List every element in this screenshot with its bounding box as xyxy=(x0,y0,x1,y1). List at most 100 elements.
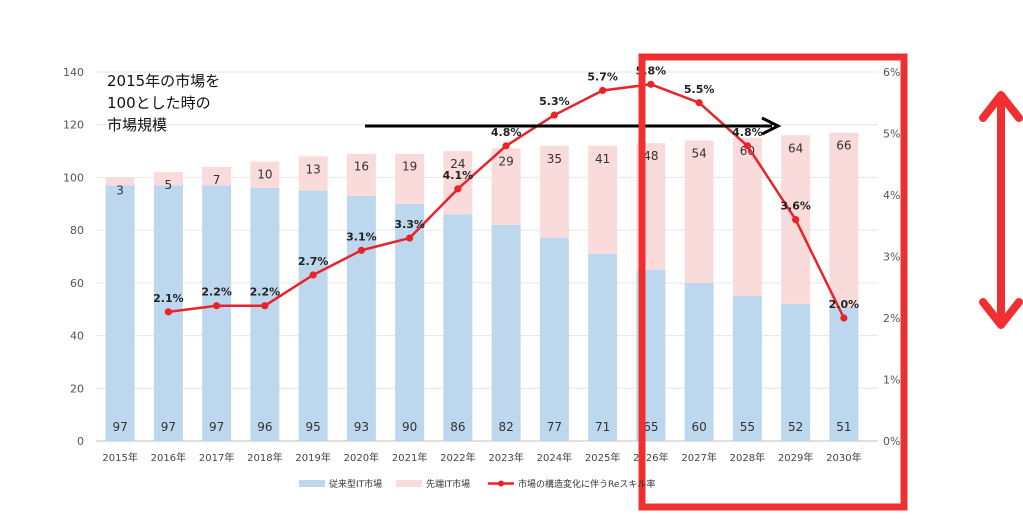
bar-advanced xyxy=(539,145,569,239)
reskill-point xyxy=(309,271,317,279)
x-tick-label: 2015年 xyxy=(102,451,137,464)
bar-advanced xyxy=(684,140,714,283)
x-tick-label: 2022年 xyxy=(440,451,475,464)
bar-label-advanced: 13 xyxy=(305,162,320,176)
legend-swatch-traditional xyxy=(299,480,325,487)
x-tick-label: 2028年 xyxy=(730,451,765,464)
bar-traditional xyxy=(202,185,232,441)
y-axis-left: 0 20 40 60 80 100 120 140 xyxy=(63,66,84,448)
reskill-point xyxy=(695,99,703,107)
bar-label-advanced: 60 xyxy=(740,144,755,158)
reskill-point xyxy=(213,302,221,310)
x-tick-label: 2024年 xyxy=(537,451,572,464)
bar-advanced xyxy=(298,156,328,191)
x-tick-label: 2018年 xyxy=(247,451,282,464)
y2-tick-label: 1% xyxy=(883,374,900,387)
right-arrow xyxy=(365,116,782,136)
legend-swatch-advanced xyxy=(396,480,422,487)
double-arrow xyxy=(979,91,1023,329)
reskill-value-label: 2.2% xyxy=(201,286,232,299)
x-tick-label: 2019年 xyxy=(295,451,330,464)
bars xyxy=(105,132,859,441)
bar-label-traditional: 71 xyxy=(595,420,610,434)
bar-label-traditional: 97 xyxy=(209,420,224,434)
bar-label-traditional: 97 xyxy=(112,420,127,434)
bar-label-advanced: 7 xyxy=(213,173,221,187)
bar-traditional xyxy=(732,296,762,441)
x-tick-label: 2027年 xyxy=(681,451,716,464)
reskill-value-label: 2.7% xyxy=(298,255,329,268)
y2-tick-label: 2% xyxy=(883,312,900,325)
bar-traditional xyxy=(781,303,811,441)
bar-advanced xyxy=(491,148,521,225)
double-arrow-top-head xyxy=(979,91,1023,122)
reskill-value-label: 3.6% xyxy=(780,200,811,213)
y-tick-label: 0 xyxy=(77,435,84,448)
bar-label-advanced: 66 xyxy=(836,139,851,153)
reskill-point xyxy=(357,246,365,254)
bar-label-advanced: 16 xyxy=(354,160,369,174)
line-labels: 2.1% 2.2% 2.2% 2.7% 3.1% 3.3% 4.1% 4.8% 5.3% 5.7%… xyxy=(153,64,859,311)
bar-advanced xyxy=(105,177,135,186)
bar-label-traditional: 60 xyxy=(691,420,706,434)
y2-tick-label: 3% xyxy=(883,251,900,264)
bar-label-traditional: 82 xyxy=(498,420,513,434)
bar-label-advanced: 24 xyxy=(450,157,465,171)
x-tick-label: 2016年 xyxy=(151,451,186,464)
bar-label-advanced: 29 xyxy=(498,154,513,168)
reskill-value-label: 2.0% xyxy=(829,298,860,311)
bar-label-advanced: 35 xyxy=(547,152,562,166)
bar-traditional xyxy=(298,190,328,441)
x-tick-label: 2025年 xyxy=(585,451,620,464)
bar-traditional xyxy=(250,187,280,441)
y-tick-label: 100 xyxy=(63,171,84,184)
bar-advanced xyxy=(443,151,473,215)
x-tick-label: 2023年 xyxy=(488,451,523,464)
bar-label-advanced: 64 xyxy=(788,141,803,155)
bar-advanced xyxy=(732,137,762,297)
annotation-line-2: 100とした時の xyxy=(107,94,211,112)
reskill-value-label: 4.8% xyxy=(732,126,763,139)
reskill-point xyxy=(550,111,558,119)
bar-label-traditional: 97 xyxy=(161,420,176,434)
bar-label-advanced: 48 xyxy=(643,149,658,163)
reskill-point xyxy=(406,234,414,242)
bar-label-advanced: 3 xyxy=(116,183,124,197)
bar-traditional xyxy=(684,282,714,441)
reskill-value-label: 4.1% xyxy=(443,169,474,182)
legend: 従来型IT市場 先端IT市場 市場の構造変化に伴うReスキル率 xyxy=(299,478,655,490)
reskill-value-label: 3.3% xyxy=(394,218,425,231)
bar-label-traditional: 77 xyxy=(547,420,562,434)
reskill-point xyxy=(743,142,751,150)
right-arrow-head xyxy=(761,116,782,136)
y2-tick-label: 5% xyxy=(883,128,900,141)
reskill-point xyxy=(164,308,172,316)
bar-label-advanced: 10 xyxy=(257,168,272,182)
legend-label-advanced: 先端IT市場 xyxy=(426,478,470,490)
y-tick-label: 140 xyxy=(63,66,84,79)
y-tick-label: 60 xyxy=(70,277,84,290)
bar-traditional xyxy=(588,253,618,441)
bar-traditional xyxy=(443,214,473,441)
segment-labels: 97 3 97 5 97 7 96 10 95 13 93 16 90 19 86 24 82 29 77 35 71 4… xyxy=(112,139,851,434)
x-tick-label: 2030年 xyxy=(826,451,861,464)
reskill-line xyxy=(164,80,848,322)
bar-label-traditional: 55 xyxy=(740,420,755,434)
y2-tick-label: 0% xyxy=(883,435,900,448)
x-tick-label: 2020年 xyxy=(344,451,379,464)
bar-advanced xyxy=(346,153,376,196)
bar-advanced xyxy=(202,166,232,186)
bar-label-traditional: 52 xyxy=(788,420,803,434)
reskill-value-label: 5.3% xyxy=(539,95,570,108)
bar-label-traditional: 86 xyxy=(450,420,465,434)
bar-label-traditional: 95 xyxy=(305,420,320,434)
bar-traditional xyxy=(491,224,521,441)
bar-label-traditional: 93 xyxy=(354,420,369,434)
bar-advanced xyxy=(250,161,280,188)
bar-advanced xyxy=(829,132,859,307)
bar-traditional xyxy=(395,203,425,441)
bar-label-traditional: 96 xyxy=(257,420,272,434)
bar-traditional xyxy=(346,195,376,441)
reskill-point xyxy=(261,302,269,310)
reskill-value-label: 2.1% xyxy=(153,292,184,305)
